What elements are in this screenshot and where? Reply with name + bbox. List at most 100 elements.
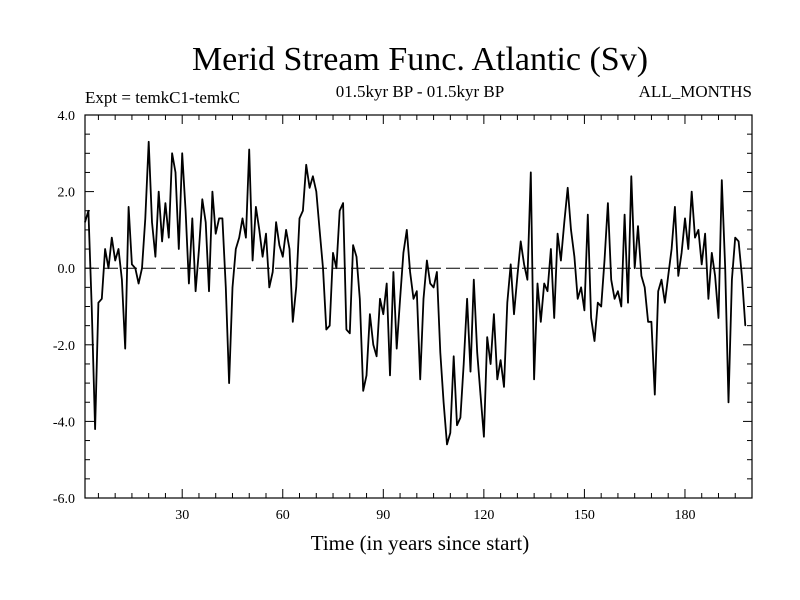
data-point	[131, 263, 133, 265]
data-point	[252, 259, 254, 262]
data-point	[624, 214, 626, 216]
data-point	[640, 275, 643, 277]
data-point	[349, 332, 351, 334]
data-point	[325, 328, 327, 331]
data-point	[490, 363, 492, 365]
data-point	[265, 233, 267, 235]
data-point	[342, 202, 344, 204]
data-point	[168, 237, 170, 239]
data-point	[560, 259, 562, 262]
data-point	[677, 275, 679, 277]
data-point	[181, 152, 183, 154]
data-point	[744, 325, 746, 327]
data-point	[526, 279, 529, 281]
y-tick-label: -6.0	[53, 492, 75, 507]
data-point	[369, 313, 371, 315]
data-point	[285, 229, 287, 231]
data-point	[228, 382, 230, 384]
data-point	[546, 290, 549, 292]
data-point	[332, 252, 334, 254]
data-point	[211, 191, 213, 193]
data-point	[674, 206, 676, 208]
data-point	[466, 298, 468, 300]
data-point	[416, 290, 418, 292]
data-point	[449, 432, 451, 434]
data-point	[144, 217, 146, 219]
data-point	[191, 217, 193, 219]
data-point	[174, 171, 177, 173]
data-point	[258, 229, 260, 231]
data-point	[298, 217, 301, 219]
data-point	[610, 279, 612, 281]
data-point	[704, 233, 706, 235]
data-point	[540, 321, 542, 323]
data-point	[121, 279, 123, 281]
data-point	[587, 214, 589, 216]
data-point	[429, 282, 431, 285]
data-point	[433, 286, 435, 288]
data-point	[510, 263, 512, 265]
data-point	[117, 248, 120, 250]
data-point	[208, 290, 210, 292]
months-label: ALL_MONTHS	[639, 82, 752, 101]
data-point	[500, 359, 502, 361]
data-point	[302, 210, 304, 212]
data-point	[215, 233, 217, 235]
data-point	[459, 417, 461, 419]
data-point	[235, 248, 237, 250]
data-point	[402, 252, 404, 254]
data-point	[476, 351, 478, 354]
data-point	[563, 221, 565, 223]
y-tick-label: -4.0	[53, 415, 75, 430]
data-point	[446, 443, 448, 445]
data-point	[597, 302, 599, 304]
data-point	[607, 202, 609, 204]
data-point	[386, 282, 388, 285]
data-point	[355, 256, 358, 258]
data-point	[339, 210, 341, 212]
data-point	[124, 348, 126, 350]
data-point	[664, 302, 666, 304]
data-point	[275, 221, 277, 223]
data-point	[681, 252, 683, 254]
data-point	[614, 298, 616, 300]
data-point	[138, 282, 140, 285]
data-point	[473, 279, 475, 281]
x-tick-label: 60	[276, 508, 290, 523]
data-point	[288, 248, 291, 250]
data-point	[205, 221, 207, 223]
data-point	[694, 237, 696, 239]
data-point	[603, 259, 606, 262]
y-tick-label: -2.0	[53, 339, 75, 354]
x-tick-label: 30	[175, 508, 189, 523]
data-point	[503, 386, 505, 388]
data-point	[530, 171, 532, 173]
data-point	[412, 298, 415, 300]
data-point	[352, 244, 354, 246]
chart-title: Merid Stream Func. Atlantic (Sv)	[192, 41, 648, 78]
data-point	[87, 210, 89, 212]
series-line	[84, 140, 747, 446]
data-point	[104, 248, 106, 250]
data-point	[151, 221, 153, 223]
data-point	[164, 202, 166, 204]
data-point	[389, 374, 391, 376]
data-point	[634, 267, 636, 269]
data-point	[523, 263, 525, 265]
data-point	[201, 198, 203, 200]
data-point	[335, 267, 337, 269]
data-point	[362, 390, 364, 392]
data-point	[376, 355, 378, 357]
data-point	[161, 240, 163, 242]
data-point	[550, 248, 552, 250]
data-point	[657, 290, 659, 292]
data-point	[282, 256, 284, 258]
data-point	[382, 313, 384, 315]
data-point	[272, 271, 274, 273]
data-point	[111, 237, 113, 239]
data-point	[245, 237, 247, 239]
data-point	[309, 187, 311, 189]
data-point	[741, 275, 743, 277]
data-point	[479, 394, 482, 396]
data-point	[406, 229, 408, 231]
